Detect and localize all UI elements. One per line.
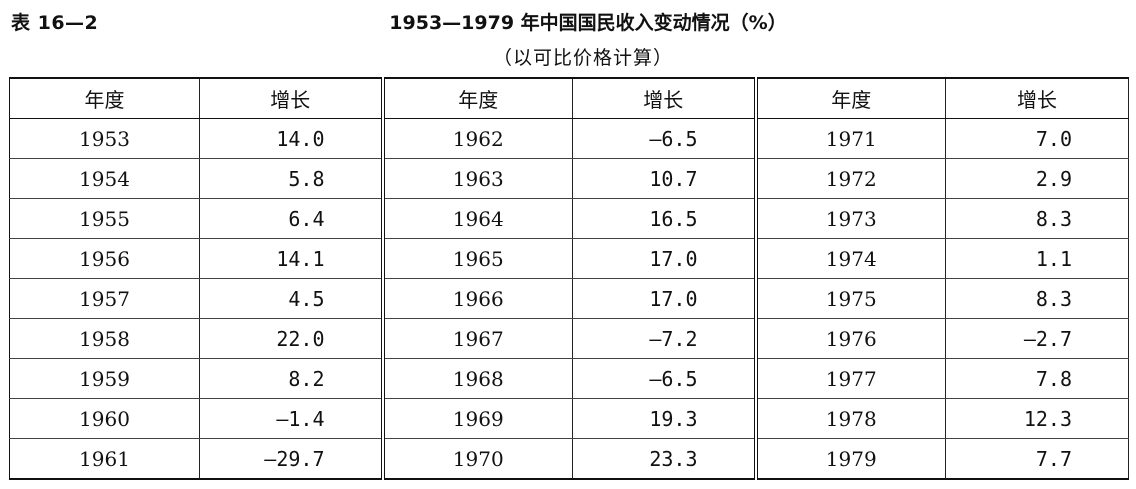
growth-cell: 22.0 <box>199 318 385 359</box>
table-body: 1953 14.0 1962 —6.5 1971 7.0 1954 5.8 1963 10.7 19… <box>9 118 1129 479</box>
growth-cell: 23.3 <box>572 438 758 479</box>
year-cell: 1975 <box>755 278 946 319</box>
growth-cell: 14.0 <box>199 118 385 159</box>
year-cell: 1956 <box>9 238 200 279</box>
year-cell: 1954 <box>9 158 200 199</box>
growth-cell: 4.5 <box>199 278 385 319</box>
growth-cell: 16.5 <box>572 198 758 239</box>
year-cell: 1971 <box>755 118 946 159</box>
year-cell: 1963 <box>382 158 573 199</box>
table-number-label: 表 16—2 <box>11 12 99 34</box>
year-cell: 1960 <box>9 398 200 439</box>
year-cell: 1978 <box>755 398 946 439</box>
year-cell: 1969 <box>382 398 573 439</box>
growth-cell: —29.7 <box>199 438 385 479</box>
growth-cell: 8.3 <box>945 278 1129 319</box>
growth-cell: —6.5 <box>572 358 758 399</box>
growth-cell: 14.1 <box>199 238 385 279</box>
table-subtitle: （以可比价格计算） <box>492 47 673 69</box>
year-cell: 1953 <box>9 118 200 159</box>
year-cell: 1977 <box>755 358 946 399</box>
growth-cell: 12.3 <box>945 398 1129 439</box>
growth-cell: 2.9 <box>945 158 1129 199</box>
growth-cell: 17.0 <box>572 238 758 279</box>
growth-cell: 7.0 <box>945 118 1129 159</box>
column-header-growth: 增长 <box>199 78 385 119</box>
year-cell: 1966 <box>382 278 573 319</box>
growth-cell: 8.2 <box>199 358 385 399</box>
growth-cell: —7.2 <box>572 318 758 359</box>
column-header-growth: 增长 <box>945 78 1129 119</box>
table-row: 1959 8.2 1968 —6.5 1977 7.8 <box>9 358 1129 399</box>
growth-cell: 8.3 <box>945 198 1129 239</box>
growth-cell: 7.8 <box>945 358 1129 399</box>
growth-cell: —2.7 <box>945 318 1129 359</box>
year-cell: 1957 <box>9 278 200 319</box>
table-row: 1953 14.0 1962 —6.5 1971 7.0 <box>9 118 1129 159</box>
table-row: 1955 6.4 1964 16.5 1973 8.3 <box>9 198 1129 239</box>
year-cell: 1970 <box>382 438 573 479</box>
growth-cell: 17.0 <box>572 278 758 319</box>
year-cell: 1964 <box>382 198 573 239</box>
column-header-growth: 增长 <box>572 78 758 119</box>
table-row: 1961 —29.7 1970 23.3 1979 7.7 <box>9 438 1129 479</box>
year-cell: 1973 <box>755 198 946 239</box>
year-cell: 1959 <box>9 358 200 399</box>
column-header-year: 年度 <box>755 78 946 119</box>
national-income-table: 年度 增长 年度 增长 年度 增长 1953 14.0 1962 —6.5 1971 7.… <box>9 77 1129 480</box>
year-cell: 1972 <box>755 158 946 199</box>
year-cell: 1962 <box>382 118 573 159</box>
year-cell: 1979 <box>755 438 946 479</box>
table-row: 1957 4.5 1966 17.0 1975 8.3 <box>9 278 1129 319</box>
year-cell: 1965 <box>382 238 573 279</box>
table-row: 1956 14.1 1965 17.0 1974 1.1 <box>9 238 1129 279</box>
growth-cell: 10.7 <box>572 158 758 199</box>
year-cell: 1974 <box>755 238 946 279</box>
growth-cell: 5.8 <box>199 158 385 199</box>
table-row: 1958 22.0 1967 —7.2 1976 —2.7 <box>9 318 1129 359</box>
year-cell: 1961 <box>9 438 200 479</box>
growth-cell: 1.1 <box>945 238 1129 279</box>
table-title: 1953—1979 年中国国民收入变动情况（%） <box>389 12 787 34</box>
column-header-year: 年度 <box>9 78 200 119</box>
column-header-year: 年度 <box>382 78 573 119</box>
year-cell: 1967 <box>382 318 573 359</box>
table-row: 1960 —1.4 1969 19.3 1978 12.3 <box>9 398 1129 439</box>
table-header-row: 年度 增长 年度 增长 年度 增长 <box>9 78 1129 119</box>
year-cell: 1955 <box>9 198 200 239</box>
growth-cell: —6.5 <box>572 118 758 159</box>
growth-cell: 19.3 <box>572 398 758 439</box>
year-cell: 1958 <box>9 318 200 359</box>
growth-cell: 7.7 <box>945 438 1129 479</box>
year-cell: 1968 <box>382 358 573 399</box>
growth-cell: 6.4 <box>199 198 385 239</box>
year-cell: 1976 <box>755 318 946 359</box>
growth-cell: —1.4 <box>199 398 385 439</box>
table-row: 1954 5.8 1963 10.7 1972 2.9 <box>9 158 1129 199</box>
